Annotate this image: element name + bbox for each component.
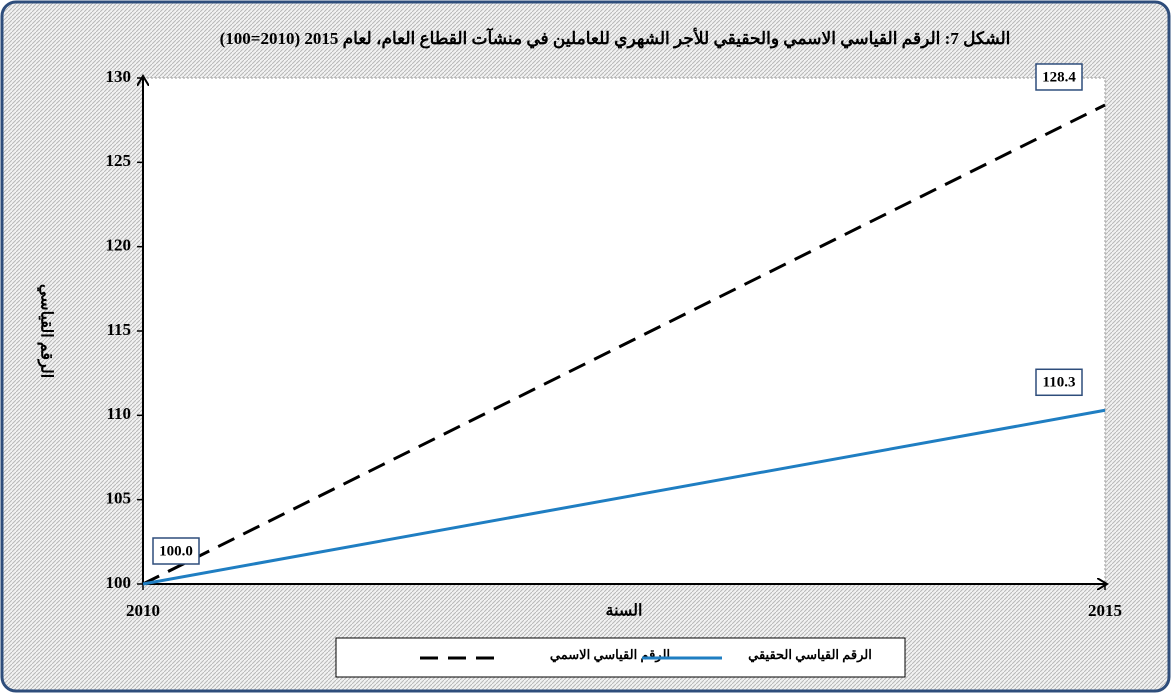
x-tick-label: 2015 bbox=[1088, 601, 1122, 620]
plot-area bbox=[142, 77, 1106, 585]
chart-title: الشكل 7: الرقم القياسي الاسمي والحقيقي ل… bbox=[220, 27, 1011, 49]
data-label: 128.4 bbox=[1042, 69, 1076, 85]
y-tick-label: 120 bbox=[106, 236, 132, 255]
data-label: 100.0 bbox=[159, 543, 193, 559]
legend-label: الرقم القياسي الحقيقي bbox=[748, 647, 872, 663]
x-tick-label: 2010 bbox=[126, 601, 160, 620]
data-label-box bbox=[1035, 63, 1083, 91]
data-label-box bbox=[1035, 368, 1083, 397]
data-label: 110.3 bbox=[1043, 375, 1076, 391]
line-series bbox=[142, 103, 1106, 586]
line-series bbox=[142, 408, 1106, 586]
y-tick-label: 115 bbox=[106, 320, 131, 339]
y-axis-label: الرقم القياسي bbox=[36, 284, 54, 378]
y-tick-label: 125 bbox=[106, 151, 132, 170]
legend-label: الرقم القياسي الاسمي bbox=[550, 647, 670, 663]
y-tick-label: 110 bbox=[106, 404, 131, 423]
y-tick-label: 100 bbox=[106, 573, 132, 592]
x-axis-label: السنة bbox=[606, 603, 643, 620]
y-tick-label: 105 bbox=[106, 489, 132, 508]
data-label-box bbox=[152, 537, 200, 565]
y-tick-label: 130 bbox=[106, 67, 132, 86]
